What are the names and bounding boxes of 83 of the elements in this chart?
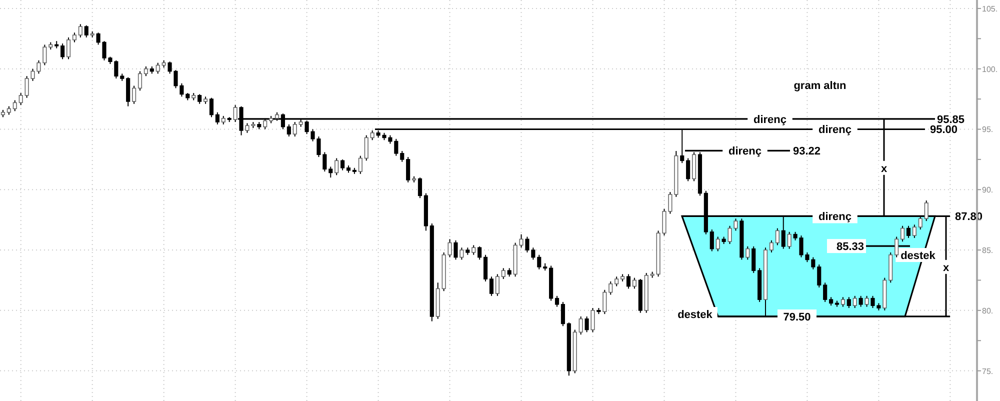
y-tick-label: 100. — [982, 64, 998, 74]
candlestick — [66, 36, 71, 60]
candlestick — [716, 236, 720, 252]
candlestick — [817, 264, 822, 288]
candlestick — [846, 296, 851, 308]
candlestick — [602, 289, 607, 315]
candlestick — [852, 295, 857, 308]
candlestick — [126, 76, 130, 107]
annotation: direnç — [818, 124, 852, 136]
candlestick — [478, 246, 482, 260]
candlestick — [286, 124, 291, 137]
ref-line-label: 95.85 — [937, 114, 965, 126]
y-tick-label: 85. — [982, 246, 994, 256]
annotation: direnç — [818, 211, 852, 224]
candlestick — [626, 274, 631, 290]
candlestick — [912, 224, 916, 238]
candlestick — [554, 295, 560, 308]
candlestick — [537, 254, 542, 270]
candlestick — [840, 296, 845, 308]
candlestick — [215, 112, 220, 125]
y-tick-label: 80. — [982, 306, 994, 316]
candlestick — [156, 62, 160, 74]
ref-line-label: 79.50 — [783, 311, 811, 324]
candlestick — [358, 155, 362, 174]
candlestick — [78, 24, 82, 38]
candlestick — [608, 280, 613, 296]
candlestick — [60, 42, 65, 60]
candlestick — [114, 60, 118, 80]
candlestick — [584, 316, 589, 333]
candlestick — [370, 130, 374, 141]
candlestick — [614, 276, 619, 287]
annotation: x — [942, 262, 950, 274]
ref-line-label: 85.33 — [836, 241, 864, 254]
candlestick — [400, 150, 404, 162]
y-tick-label: 105. — [982, 4, 998, 14]
candlestick — [328, 166, 333, 178]
candlestick — [84, 24, 88, 38]
candlestick — [472, 244, 476, 256]
annotation: x — [880, 162, 888, 175]
annotation: destek — [900, 250, 936, 262]
annotation: direnç — [728, 146, 762, 158]
candlestick — [710, 228, 714, 252]
candlestick — [823, 282, 828, 302]
candlestick — [752, 246, 756, 274]
candlestick — [12, 100, 17, 112]
candlestick — [560, 301, 566, 327]
candlestick — [334, 158, 339, 176]
candlestick — [787, 231, 792, 250]
candlestick — [495, 274, 500, 296]
candlestick — [483, 254, 488, 282]
candlestick — [775, 228, 780, 246]
candlestick — [686, 158, 690, 182]
y-tick-label: 90. — [982, 186, 994, 195]
candlestick — [209, 97, 214, 118]
candlestick — [72, 32, 77, 43]
candlestick — [138, 70, 142, 92]
y-tick-label: 75. — [982, 366, 994, 376]
candlestick — [340, 158, 345, 171]
ref-line-label: 93.22 — [793, 146, 821, 158]
candlestick — [501, 268, 506, 280]
candlestick — [132, 85, 136, 104]
text: gram altın — [794, 80, 847, 92]
candlestick — [198, 94, 202, 104]
candlestick — [900, 225, 905, 242]
annotation: direnç — [753, 114, 787, 126]
ref-line-label: 95.00 — [930, 124, 958, 136]
candlestick — [746, 246, 750, 260]
y-tick-label: 95. — [982, 125, 994, 134]
candlestick — [144, 66, 148, 77]
candlestick — [394, 138, 398, 156]
candlestick — [489, 276, 494, 296]
candlestick — [18, 92, 23, 106]
candlestick — [454, 240, 458, 260]
candlestick — [906, 225, 911, 238]
candlestick — [578, 316, 583, 336]
candlestick — [418, 177, 422, 199]
candlestick — [364, 134, 368, 162]
candlestick — [632, 277, 636, 290]
candlestick — [858, 295, 863, 308]
candlestick — [292, 121, 297, 137]
annotation: destek — [678, 309, 714, 321]
candlestick — [406, 156, 410, 183]
candlestick — [769, 240, 774, 253]
